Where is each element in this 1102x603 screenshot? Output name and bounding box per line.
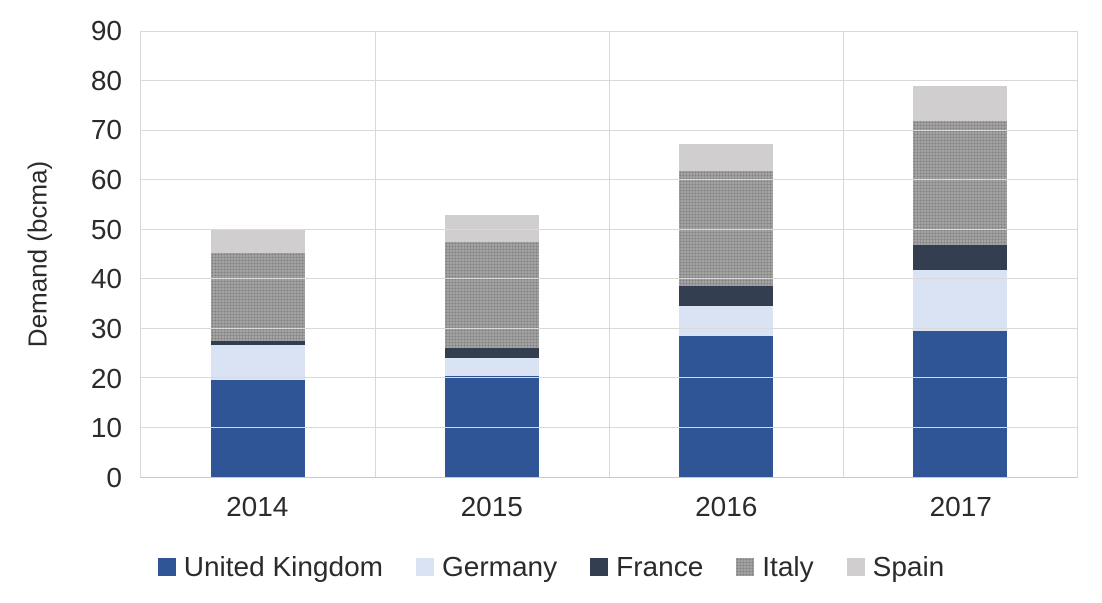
gridline-vertical [375, 32, 376, 477]
legend: United Kingdom Germany France Italy Spain [0, 551, 1102, 583]
legend-swatch [590, 558, 609, 576]
y-tick-label: 80 [90, 64, 122, 96]
bar-segment-germany [679, 306, 773, 337]
stacked-bar-2017 [913, 32, 1007, 477]
legend-label: France [616, 551, 704, 582]
legend-swatch [736, 558, 755, 576]
bar-segment-italy [445, 242, 539, 348]
x-tick-label: 2014 [226, 491, 289, 522]
x-tick-label: 2015 [460, 491, 523, 522]
bar-segment-germany [913, 269, 1007, 332]
y-tick-label: 40 [90, 263, 122, 295]
legend-swatch [415, 558, 434, 576]
legend-item-italy: Italy [736, 551, 814, 583]
bar-segment-united-kingdom [913, 331, 1007, 477]
y-tick-label: 70 [90, 114, 122, 146]
legend-item-germany: Germany [415, 551, 558, 583]
bar-segment-italy [679, 170, 773, 286]
stacked-bar-2015 [445, 32, 539, 477]
legend-item-spain: Spain [846, 551, 945, 583]
plot-area [140, 31, 1078, 478]
bar-segment-united-kingdom [211, 380, 305, 477]
legend-swatch [846, 558, 865, 576]
stacked-bar-2014 [211, 32, 305, 477]
gridline-vertical [609, 32, 610, 477]
y-tick-label: 50 [90, 213, 122, 245]
bar-segment-united-kingdom [445, 375, 539, 477]
legend-label: United Kingdom [183, 551, 383, 582]
bar-segment-italy [913, 120, 1007, 246]
legend-label: Spain [872, 551, 945, 582]
bar-group-2014 [141, 32, 375, 477]
gridline-vertical [843, 32, 844, 477]
bar-group-2016 [609, 32, 843, 477]
bar-segment-germany [445, 358, 539, 376]
bar-segment-spain [913, 85, 1007, 121]
y-tick-label: 30 [90, 313, 122, 345]
x-tick-label: 2017 [929, 491, 992, 522]
bar-segment-spain [211, 230, 305, 253]
y-axis-tick-labels: 0 10 20 30 40 50 60 70 80 90 [0, 17, 122, 492]
bar-segment-france [913, 245, 1007, 270]
x-tick-label: 2016 [695, 491, 758, 522]
legend-item-france: France [590, 551, 703, 583]
legend-item-united-kingdom: United Kingdom [157, 551, 383, 583]
bar-segment-italy [211, 252, 305, 341]
bars-layer [141, 32, 1077, 477]
bar-segment-france [445, 347, 539, 359]
bar-segment-france [679, 285, 773, 307]
y-tick-label: 10 [90, 412, 122, 444]
y-tick-label: 90 [90, 15, 122, 46]
y-tick-label: 20 [90, 362, 122, 394]
legend-label: Italy [762, 551, 814, 582]
y-tick-label: 0 [106, 462, 122, 493]
legend-label: Germany [441, 551, 558, 582]
stacked-bar-2016 [679, 32, 773, 477]
bar-segment-france [211, 340, 305, 345]
bar-segment-germany [211, 345, 305, 381]
legend-swatch [157, 558, 176, 576]
x-axis-tick-labels: 2014 2015 2016 2017 [140, 490, 1078, 524]
bar-segment-spain [679, 143, 773, 171]
bar-group-2015 [375, 32, 609, 477]
y-tick-label: 60 [90, 164, 122, 196]
bar-group-2017 [843, 32, 1077, 477]
bar-segment-united-kingdom [679, 336, 773, 477]
